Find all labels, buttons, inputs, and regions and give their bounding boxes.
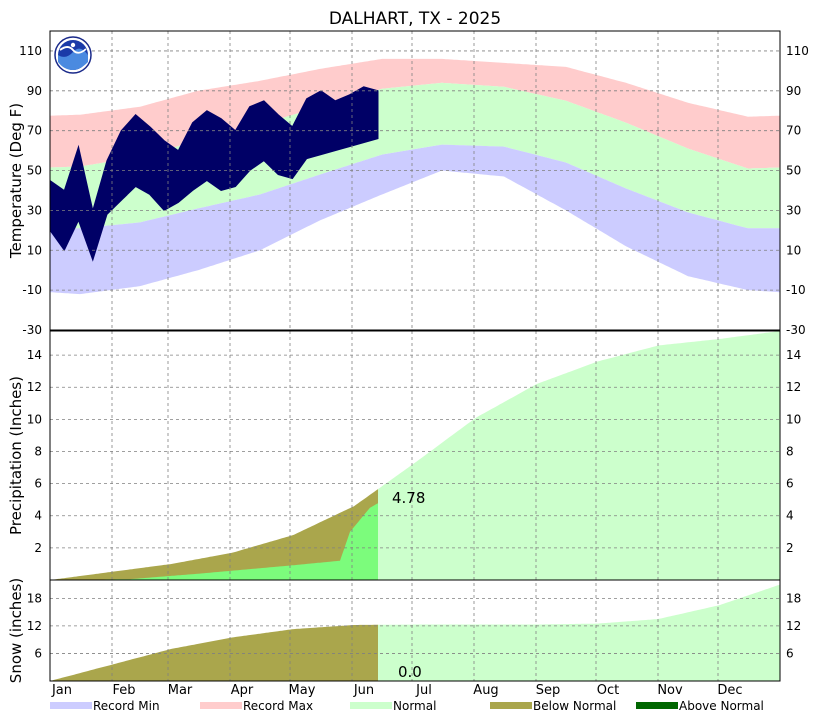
- precip-ytd-label: 4.78: [392, 489, 425, 507]
- temp-tick-label-left: 70: [27, 124, 42, 138]
- month-label: Feb: [112, 683, 135, 698]
- precip-tick-label-right: 12: [786, 380, 801, 394]
- observed-temp-range: [49, 86, 379, 262]
- temp-tick-label-right: 70: [786, 124, 801, 138]
- month-label: Apr: [231, 683, 254, 698]
- temp-tick-label-left: 90: [27, 84, 42, 98]
- precip-below-normal-area: [50, 489, 378, 580]
- precip-tick-label-left: 2: [34, 541, 42, 555]
- legend-label: Below Normal: [533, 699, 616, 713]
- legend-swatch: [200, 702, 242, 709]
- precip-tick-label-left: 8: [34, 444, 42, 458]
- chart-title: DALHART, TX - 2025: [329, 9, 501, 29]
- normal-temp-band: [50, 82, 780, 229]
- precip-tick-label-left: 6: [34, 477, 42, 491]
- legend-item: Above Normal: [636, 699, 764, 713]
- record-max-band: [50, 58, 780, 169]
- legend-swatch: [50, 702, 92, 709]
- legend-label: Record Max: [243, 699, 313, 713]
- temp-tick-label-right: -10: [786, 283, 806, 297]
- temp-tick-label-left: -30: [22, 323, 42, 337]
- temp-tick-label-left: 50: [27, 164, 42, 178]
- precip-tick-label-right: 2: [786, 541, 794, 555]
- legend-label: Above Normal: [679, 699, 764, 713]
- precip-tick-label-right: 8: [786, 444, 794, 458]
- month-label: Jan: [51, 683, 72, 698]
- normal-snow-area: [378, 584, 780, 681]
- month-label: Jul: [415, 683, 432, 698]
- noaa-logo: [54, 36, 92, 74]
- temp-tick-label-right: 110: [786, 44, 809, 58]
- precip-axis-title: Precipitation (Inches): [7, 376, 25, 535]
- snow-tick-label-right: 18: [786, 591, 801, 605]
- month-label: Aug: [473, 683, 498, 698]
- data-fills: [49, 58, 780, 681]
- legend-swatch: [350, 702, 392, 709]
- month-label: Mar: [168, 683, 193, 698]
- temp-axis-title: Temperature (Deg F): [7, 103, 25, 259]
- month-label: Jun: [353, 683, 374, 698]
- snow-ytd-label: 0.0: [398, 663, 422, 681]
- temp-tick-label-left: 110: [19, 44, 42, 58]
- precip-tick-label-right: 6: [786, 477, 794, 491]
- temp-tick-label-right: 10: [786, 243, 801, 257]
- normal-precip-area: [378, 331, 780, 580]
- temp-tick-label-left: -10: [22, 283, 42, 297]
- snow-tick-label-left: 6: [34, 646, 42, 660]
- temp-tick-label-left: 10: [27, 243, 42, 257]
- month-label: Dec: [717, 683, 742, 698]
- legend-item: Below Normal: [490, 699, 616, 713]
- legend-label: Record Min: [93, 699, 160, 713]
- precip-tick-label-left: 12: [27, 380, 42, 394]
- snow-axis-title: Snow (inches): [7, 578, 25, 683]
- snow-below-normal-area: [50, 624, 378, 681]
- precip-tick-label-right: 4: [786, 509, 794, 523]
- legend-label: Normal: [393, 699, 436, 713]
- month-label: Sep: [536, 683, 561, 698]
- legend-swatch: [490, 702, 532, 709]
- panel-frames: [49, 30, 781, 682]
- legend-item: Record Max: [200, 699, 313, 713]
- legend-swatch: [636, 702, 678, 709]
- snow-tick-label-left: 12: [27, 619, 42, 633]
- precip-tick-label-right: 14: [786, 348, 801, 362]
- precip-tick-label-left: 4: [34, 509, 42, 523]
- grid-lines: [50, 31, 780, 681]
- legend-item: Record Min: [50, 699, 160, 713]
- snow-tick-label-right: 6: [786, 646, 794, 660]
- month-label: Nov: [657, 683, 683, 698]
- legend-item: Normal: [350, 699, 436, 713]
- month-label: Oct: [597, 683, 619, 698]
- temp-tick-label-right: 30: [786, 203, 801, 217]
- precip-tick-label-left: 14: [27, 348, 42, 362]
- snow-tick-label-right: 12: [786, 619, 801, 633]
- axis-ticks: -30 -30 -10 -10 10 10 30 30 50 50 70 70 90 90 110 110 2 2…: [7, 44, 809, 698]
- temp-panel-frame: [49, 30, 781, 331]
- temp-tick-label-right: -30: [786, 323, 806, 337]
- temp-tick-label-left: 30: [27, 203, 42, 217]
- observed-precip-area: [50, 503, 378, 580]
- record-min-band: [50, 144, 780, 295]
- month-label: May: [289, 683, 316, 698]
- temp-tick-label-right: 50: [786, 164, 801, 178]
- temp-tick-label-right: 90: [786, 84, 801, 98]
- precip-tick-label-right: 10: [786, 412, 801, 426]
- precip-tick-label-left: 10: [27, 412, 42, 426]
- snow-panel-frame: [49, 579, 781, 682]
- legend: Record Min Record Max Normal Below Normal Ab…: [50, 699, 764, 713]
- snow-tick-label-left: 18: [27, 591, 42, 605]
